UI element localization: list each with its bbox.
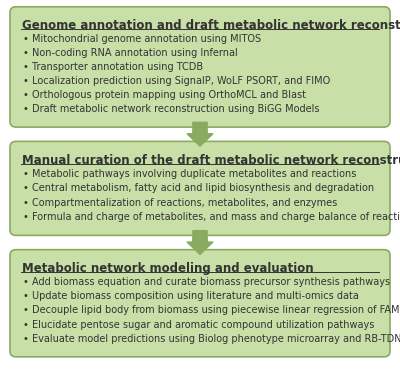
Text: • Localization prediction using SignalP, WoLF PSORT, and FIMO: • Localization prediction using SignalP,… <box>23 76 330 86</box>
Text: • Formula and charge of metabolites, and mass and charge balance of reactions: • Formula and charge of metabolites, and… <box>23 212 400 222</box>
Text: • Evaluate model predictions using Biolog phenotype microarray and RB-TDNA seq: • Evaluate model predictions using Biolo… <box>23 334 400 344</box>
Text: Manual curation of the draft metabolic network reconstruction: Manual curation of the draft metabolic n… <box>22 154 400 167</box>
Text: • Metabolic pathways involving duplicate metabolites and reactions: • Metabolic pathways involving duplicate… <box>23 168 356 179</box>
Polygon shape <box>187 122 213 146</box>
Text: • Central metabolism, fatty acid and lipid biosynthesis and degradation: • Central metabolism, fatty acid and lip… <box>23 183 374 193</box>
FancyBboxPatch shape <box>10 141 390 235</box>
Polygon shape <box>187 230 213 255</box>
FancyBboxPatch shape <box>10 250 390 357</box>
Text: • Update biomass composition using literature and multi-omics data: • Update biomass composition using liter… <box>23 291 359 301</box>
Text: • Compartmentalization of reactions, metabolites, and enzymes: • Compartmentalization of reactions, met… <box>23 198 338 208</box>
Text: • Decouple lipid body from biomass using piecewise linear regression of FAME dat: • Decouple lipid body from biomass using… <box>23 305 400 315</box>
Text: • Draft metabolic network reconstruction using BiGG Models: • Draft metabolic network reconstruction… <box>23 104 320 114</box>
Text: • Mitochondrial genome annotation using MITOS: • Mitochondrial genome annotation using … <box>23 34 261 44</box>
Text: • Non-coding RNA annotation using Infernal: • Non-coding RNA annotation using Infern… <box>23 48 238 58</box>
Text: • Transporter annotation using TCDB: • Transporter annotation using TCDB <box>23 62 203 72</box>
Text: • Elucidate pentose sugar and aromatic compound utilization pathways: • Elucidate pentose sugar and aromatic c… <box>23 320 374 329</box>
Text: Genome annotation and draft metabolic network reconstruction: Genome annotation and draft metabolic ne… <box>22 19 400 32</box>
FancyBboxPatch shape <box>10 7 390 127</box>
Text: • Add biomass equation and curate biomass precursor synthesis pathways: • Add biomass equation and curate biomas… <box>23 277 390 287</box>
Text: • Orthologous protein mapping using OrthoMCL and Blast: • Orthologous protein mapping using Orth… <box>23 90 306 100</box>
Text: Metabolic network modeling and evaluation: Metabolic network modeling and evaluatio… <box>22 262 314 275</box>
